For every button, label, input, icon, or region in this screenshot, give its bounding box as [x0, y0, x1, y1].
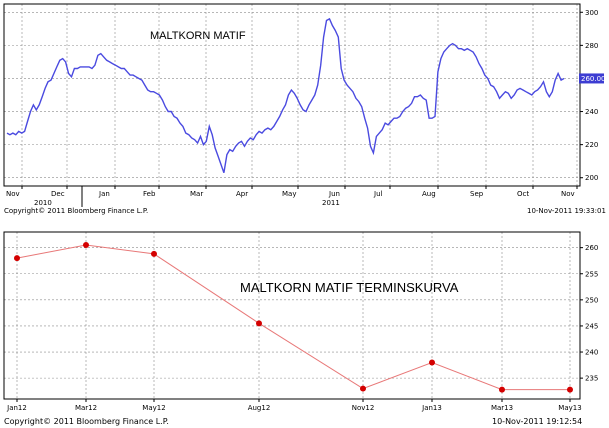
top-x-axis: Nov Dec Jan Feb Mar Apr May Jun Jul Aug Sep Oct Nov 2…	[6, 186, 578, 207]
top-y-tick-label: 220	[585, 141, 598, 149]
top-x-tick-label: Jul	[373, 190, 383, 198]
top-x-tick-label: Jun	[328, 190, 340, 198]
bottom-x-axis: Jan12 Mar12 May12 Aug12 Nov12 Jan13 Mar13 May13	[6, 399, 582, 412]
top-year-label: 2011	[322, 199, 340, 207]
bottom-footer-copyright: Copyright© 2011 Bloomberg Finance L.P.	[4, 417, 169, 426]
top-x-tick-label: Nov	[6, 190, 20, 198]
bottom-y-tick-label: 235	[585, 375, 598, 383]
top-year-label: 2010	[34, 199, 52, 207]
top-y-tick-label: 240	[585, 108, 598, 116]
bottom-y-tick-label: 245	[585, 322, 598, 330]
top-grid	[4, 4, 580, 186]
bottom-y-axis: 235 240 245 250 255 260	[580, 244, 598, 383]
top-x-tick-label: Aug	[422, 190, 436, 198]
top-plot-frame	[3, 3, 581, 187]
top-chart-title: MALTKORN MATIF	[150, 30, 246, 42]
bottom-plot-frame	[3, 231, 581, 400]
top-y-tick-label: 280	[585, 42, 598, 50]
bottom-data-point	[360, 385, 366, 392]
top-x-tick-label: Jan	[98, 190, 110, 198]
bottom-x-tick-label: May12	[142, 404, 165, 412]
bottom-x-tick-label: Mar13	[491, 404, 513, 412]
top-y-tick-label: 200	[585, 174, 598, 182]
top-x-tick-label: Dec	[51, 190, 65, 198]
bottom-footer-timestamp: 10-Nov-2011 19:12:54	[492, 417, 582, 426]
top-x-tick-label: Mar	[190, 190, 203, 198]
bottom-x-tick-label: Aug12	[248, 404, 271, 412]
bottom-y-tick-label: 255	[585, 270, 598, 278]
top-footer-timestamp: 10-Nov-2011 19:33:01	[527, 207, 606, 215]
top-x-tick-label: Apr	[236, 190, 248, 198]
bottom-data-point	[256, 320, 262, 327]
top-chart: 200220240260280300 NovDecJanFebMarAprMay…	[3, 3, 606, 215]
bottom-x-tick-label: May13	[558, 404, 581, 412]
bottom-x-tick-label: Mar12	[75, 404, 97, 412]
bottom-y-tick-label: 250	[585, 296, 598, 304]
last-price-label: 260.00	[581, 75, 606, 83]
bottom-x-tick-label: Jan13	[421, 404, 442, 412]
bottom-x-tick-label: Nov12	[352, 404, 375, 412]
top-y-tick-label: 300	[585, 9, 598, 17]
bottom-data-point	[14, 255, 20, 262]
bottom-data-point	[429, 359, 435, 366]
top-x-tick-label: May	[282, 190, 296, 198]
bottom-data-point	[567, 386, 573, 393]
bottom-chart: 235 240 245 250 255 260 Jan12 Mar12 May12 Aug12 N…	[3, 231, 598, 426]
top-y-axis: 200220240260280300	[580, 9, 598, 182]
bottom-series-markers	[14, 242, 573, 393]
bottom-y-tick-label: 240	[585, 349, 598, 357]
top-series-line	[6, 17, 565, 174]
top-footer-copyright: Copyright© 2011 Bloomberg Finance L.P.	[4, 207, 148, 215]
top-x-tick-label: Nov	[561, 190, 575, 198]
top-x-tick-label: Feb	[143, 190, 156, 198]
bottom-series-line	[16, 244, 570, 391]
bottom-data-point	[151, 250, 157, 257]
bottom-grid	[4, 232, 580, 399]
bottom-data-point	[83, 242, 89, 249]
bottom-data-point	[499, 386, 505, 393]
last-price-badge: 260.00	[579, 73, 606, 84]
top-x-tick-label: Oct	[517, 190, 529, 198]
bottom-x-tick-label: Jan12	[6, 404, 27, 412]
top-x-tick-label: Sep	[470, 190, 484, 198]
bottom-chart-title: MALTKORN MATIF TERMINSKURVA	[240, 280, 459, 295]
bottom-y-tick-label: 260	[585, 244, 598, 252]
